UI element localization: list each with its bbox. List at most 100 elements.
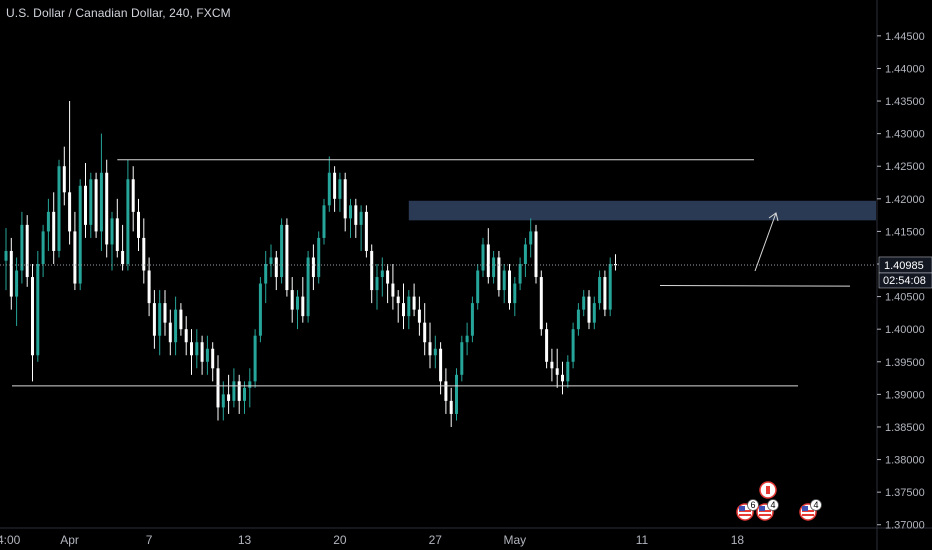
candle-body	[248, 381, 252, 388]
x-tick-label: 20	[333, 533, 347, 547]
candle-body	[280, 224, 284, 278]
event-count-badge	[810, 499, 822, 511]
y-tick-label: 1.43000	[885, 129, 925, 141]
candle-body	[476, 270, 480, 304]
resistance-zone[interactable]	[408, 200, 876, 221]
candle-body	[152, 303, 156, 336]
candle-body	[428, 342, 432, 356]
candle-body	[417, 309, 421, 323]
y-tick-label: 1.37500	[885, 487, 925, 499]
candle-body	[391, 283, 395, 297]
flag-canton	[739, 506, 745, 511]
y-tick-label: 1.43500	[885, 96, 925, 108]
candle-body	[364, 211, 368, 251]
candle-body	[89, 179, 93, 225]
candle-body	[576, 309, 580, 330]
candle-body	[73, 231, 77, 284]
candle-body	[94, 179, 98, 232]
candle-body	[470, 303, 474, 336]
candle-body	[523, 244, 527, 264]
candle-body	[237, 381, 241, 401]
candle-body	[545, 329, 549, 362]
flag-canton	[802, 506, 808, 511]
bar-countdown: 02:54:08	[883, 275, 926, 287]
candle-body	[211, 348, 215, 369]
y-tick-label: 1.39000	[885, 389, 925, 401]
candle-body	[99, 172, 103, 232]
y-tick-label: 1.38500	[885, 422, 925, 434]
candle-body	[359, 211, 363, 225]
candle-body	[158, 303, 162, 336]
candle-body	[497, 257, 501, 291]
event-count-badge	[747, 499, 759, 511]
candle-body	[338, 179, 342, 199]
candle-body	[301, 296, 305, 317]
candle-body	[9, 250, 13, 297]
candle-body	[285, 224, 289, 291]
candle-body	[423, 322, 427, 343]
candle-body	[518, 264, 522, 284]
candle-body	[460, 342, 464, 375]
candle-body	[147, 270, 151, 304]
candle-body	[31, 277, 34, 356]
y-tick-label: 1.38000	[885, 455, 925, 467]
candle-body	[481, 244, 485, 271]
candle-body	[4, 250, 8, 261]
candle-body	[412, 296, 416, 310]
candle-body	[502, 270, 506, 291]
candle-body	[386, 270, 390, 284]
candle-body	[343, 179, 347, 219]
x-tick-label: 7	[146, 533, 153, 547]
event-count-label: 4	[770, 500, 775, 510]
y-tick-label: 1.42500	[885, 161, 925, 173]
candle-body	[465, 335, 469, 343]
x-tick-label: 18	[731, 533, 745, 547]
candle-body	[354, 205, 358, 225]
y-tick-label: 1.40000	[885, 324, 925, 336]
candle-body	[311, 257, 315, 278]
y-tick-label: 1.40500	[885, 292, 925, 304]
candle-body	[174, 309, 178, 343]
candle-body	[561, 374, 564, 382]
candle-body	[264, 264, 268, 284]
candle-body	[131, 179, 135, 212]
event-count-label: 6	[750, 500, 755, 510]
candle-body	[317, 237, 321, 278]
candle-body	[582, 296, 586, 310]
x-tick-label: 11	[636, 533, 649, 547]
candle-body	[179, 309, 183, 330]
candle-body	[402, 303, 405, 317]
flag-stripe	[739, 514, 751, 516]
candle-body	[290, 290, 294, 310]
projection-arrow-line[interactable]	[754, 212, 777, 272]
candle-body	[227, 394, 231, 401]
candle-body	[455, 374, 458, 414]
candle-body	[486, 244, 490, 278]
candle-body	[258, 283, 262, 336]
candle-body	[333, 172, 337, 199]
candle-body	[253, 335, 257, 382]
event-count-badge	[767, 499, 779, 511]
candle-body	[433, 348, 437, 356]
candle-body	[110, 218, 114, 245]
candle-body	[396, 296, 400, 304]
candle-body	[608, 264, 612, 310]
candle-body	[221, 394, 225, 408]
breakout-line[interactable]	[659, 285, 851, 287]
candle-body	[529, 231, 533, 245]
candle-body	[216, 368, 220, 408]
flag-stripe	[759, 514, 771, 516]
y-tick-label: 1.41500	[885, 226, 925, 238]
x-tick-label: 4:00	[0, 533, 21, 547]
candle-body	[195, 342, 199, 356]
candle-body	[296, 296, 299, 310]
candle-body	[163, 303, 167, 323]
candle-body	[62, 166, 66, 193]
candle-body	[592, 303, 596, 323]
candle-body	[115, 218, 119, 251]
maple-leaf-icon	[766, 486, 770, 494]
candle-body	[41, 231, 45, 264]
y-tick-label: 1.44000	[885, 63, 925, 75]
